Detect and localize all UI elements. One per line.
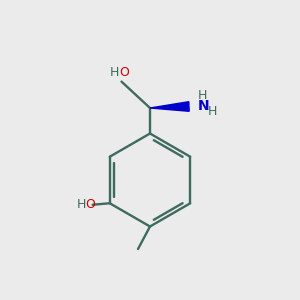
Text: H: H	[110, 66, 120, 79]
Polygon shape	[150, 102, 189, 111]
Text: H: H	[208, 105, 217, 118]
Text: H: H	[76, 198, 86, 211]
Text: O: O	[119, 66, 129, 79]
Text: H: H	[198, 88, 207, 102]
Text: N: N	[198, 99, 209, 113]
Text: O: O	[85, 198, 95, 211]
